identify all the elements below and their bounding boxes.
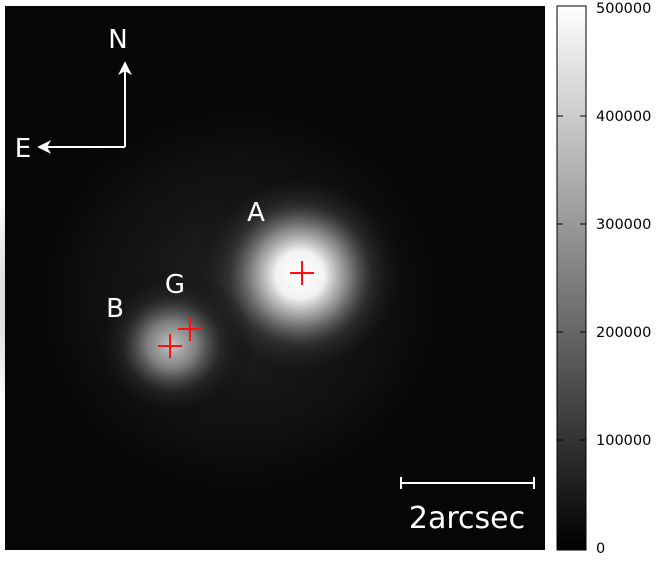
colorbar-tick-label: 200000	[596, 325, 651, 341]
colorbar-tick-label: 100000	[596, 433, 651, 449]
scale-bar: 2arcsec	[400, 477, 535, 536]
north-label: N	[108, 25, 127, 55]
scale-bar-label: 2arcsec	[409, 501, 525, 536]
colorbar: 500000 400000 300000 200000 100000 0	[556, 1, 651, 557]
colorbar-tick-label: 500000	[596, 1, 651, 17]
colorbar-gradient	[556, 5, 587, 551]
colorbar-ticks	[557, 115, 586, 441]
image-b-label: B	[106, 294, 124, 324]
colorbar-tick-label: 0	[596, 541, 605, 557]
galaxy-g-label: G	[165, 270, 185, 300]
image-panel: N E A B G 2arcsec	[0, 6, 545, 550]
compass: N E	[15, 25, 132, 164]
marker-g	[178, 317, 202, 341]
marker-a	[290, 261, 314, 285]
colorbar-tick-label: 300000	[596, 217, 651, 233]
colorbar-tick-label: 400000	[596, 109, 651, 125]
position-markers	[158, 261, 314, 358]
image-a-label: A	[247, 198, 265, 228]
marker-b	[158, 334, 182, 358]
east-label: E	[15, 134, 31, 164]
